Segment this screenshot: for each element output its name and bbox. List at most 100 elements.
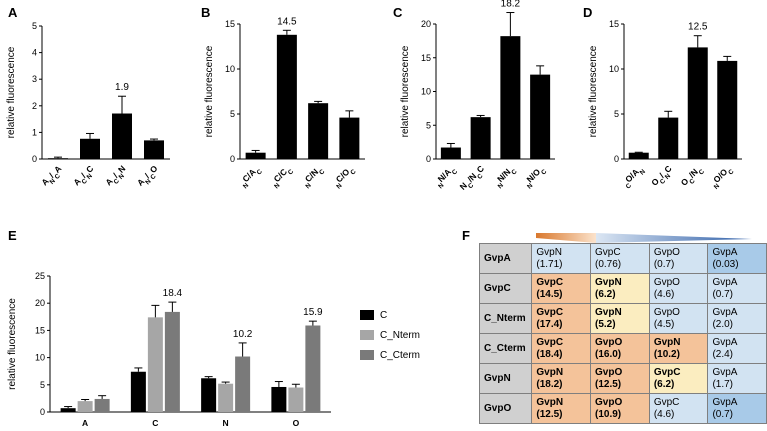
x-category-label-part: N (713, 182, 721, 190)
y-tick-label: 0 (426, 154, 431, 164)
x-category-label-part: C (624, 182, 632, 190)
x-category-label: OC/NC (679, 163, 706, 190)
x-category-label-part: C/O (334, 166, 352, 184)
low-gradient-wedge (596, 233, 752, 243)
y-tick-label: 15 (225, 19, 235, 29)
cell-protein: GvpA (712, 246, 738, 258)
x-category-label-part: C (149, 172, 157, 180)
bar (308, 103, 329, 159)
data-label: 15.9 (303, 307, 323, 318)
table-cell: GvpN (18.2) (531, 363, 592, 394)
x-category-label-part: N (304, 181, 312, 189)
x-category-label: NN/OC (521, 163, 548, 190)
x-category-label-part: C (510, 168, 518, 176)
legend-swatch (360, 330, 374, 340)
x-category-label: NC/CC (268, 163, 295, 190)
high-gradient-wedge (536, 233, 596, 243)
bar (245, 152, 266, 159)
table-cell: GvpA (0.7) (707, 393, 767, 424)
bar (80, 138, 100, 159)
y-axis-label: relative fluorescence (6, 46, 17, 138)
x-category-label-part: C (349, 168, 357, 176)
x-category-label: C (152, 418, 158, 428)
cell-protein: GvpN (595, 276, 622, 288)
cell-value: (4.6) (653, 288, 675, 300)
bar (48, 158, 68, 159)
cell-protein: GvpN (536, 246, 562, 258)
cell-value: (10.2) (653, 348, 680, 360)
x-category-label-part: C (697, 168, 705, 176)
x-category-label-part: C (84, 163, 95, 174)
panel-label: B (201, 5, 210, 20)
table-row: GvpN GvpN (18.2) GvpO (12.5) GvpC (6.2) GvpA (1.… (478, 363, 767, 394)
x-category-label-part: N (242, 181, 250, 189)
bar (440, 147, 461, 159)
y-tick-label: 15 (421, 53, 431, 63)
cell-value: (6.2) (653, 378, 675, 390)
y-axis-label: relative fluorescence (204, 45, 215, 137)
table-cell: GvpN (6.2) (590, 273, 650, 304)
x-category-label-part: O (148, 163, 160, 175)
y-tick-label: 15 (609, 19, 619, 29)
y-tick-label: 5 (40, 380, 45, 390)
cell-protein: GvpC (595, 246, 621, 258)
bar-C_Cterm (305, 325, 321, 412)
cell-value: (0.7) (712, 408, 734, 420)
x-category-label: A (82, 418, 88, 428)
x-category-label-part: N/O (524, 166, 542, 184)
bar (717, 60, 738, 159)
x-category-label-part: / (111, 171, 120, 180)
cell-value: (5.2) (595, 318, 616, 330)
x-category-label: NO/OC (708, 163, 735, 190)
cell-protein: GvpC (653, 396, 680, 408)
y-tick-label: 5 (614, 109, 619, 119)
cell-protein: GvpO (653, 276, 680, 288)
table-cell: GvpC (0.76) (590, 243, 650, 274)
table-cell: GvpN (12.5) (531, 393, 592, 424)
x-category-label-part: N (116, 163, 127, 174)
bar-C (60, 408, 76, 412)
cell-protein: GvpA (712, 276, 738, 288)
cell-value: (0.03) (712, 258, 739, 270)
x-category-label: NC/NC (299, 163, 326, 190)
cell-value: (0.76) (595, 258, 622, 270)
x-category-label-part: A (135, 176, 146, 187)
cell-value: (2.4) (712, 348, 734, 360)
y-tick-label: 10 (609, 64, 619, 74)
x-category-label-part: N (437, 181, 445, 189)
legend-label: C_Nterm (380, 330, 420, 341)
x-category-label-part: C (662, 163, 673, 174)
table-cell: GvpC (18.4) (531, 333, 592, 364)
cell-protein: GvpO (595, 336, 623, 348)
data-label: 18.2 (501, 0, 521, 10)
cell-value: (1.7) (712, 378, 734, 390)
x-category-label-part: C (688, 177, 696, 185)
x-category-label-part: A (71, 176, 82, 187)
x-category-label-part: C/N (303, 167, 320, 184)
x-category-label-part: C (540, 168, 548, 176)
x-category-label-part: C/A (240, 167, 257, 184)
cell-value: (0.7) (712, 288, 734, 300)
x-category-label-part: N (664, 172, 672, 180)
cell-value: (17.4) (536, 318, 563, 330)
table-cell: GvpC (17.4) (531, 303, 592, 334)
bar-C (130, 371, 146, 412)
x-category-label: O (293, 418, 300, 428)
cell-protein: GvpC (536, 276, 564, 288)
x-category-label-part: / (143, 171, 152, 180)
row-header: GvpA (478, 243, 533, 274)
table-cell: GvpA (0.7) (707, 273, 767, 304)
bar-C_Nterm (218, 383, 234, 412)
bar (112, 113, 132, 159)
cell-value: (14.5) (536, 288, 563, 300)
table-cell: GvpO (4.6) (648, 273, 709, 304)
cell-value: (6.2) (595, 288, 616, 300)
bar-C (201, 378, 217, 412)
x-category-label-part: N (458, 180, 469, 191)
bar-C_Cterm (235, 356, 251, 412)
panel-label: E (8, 228, 17, 243)
table-cell: GvpO (0.7) (648, 243, 709, 274)
cell-protein: GvpO (653, 306, 680, 318)
table-cell: GvpO (10.9) (590, 393, 650, 424)
x-category-label: CO/AN (620, 163, 647, 190)
